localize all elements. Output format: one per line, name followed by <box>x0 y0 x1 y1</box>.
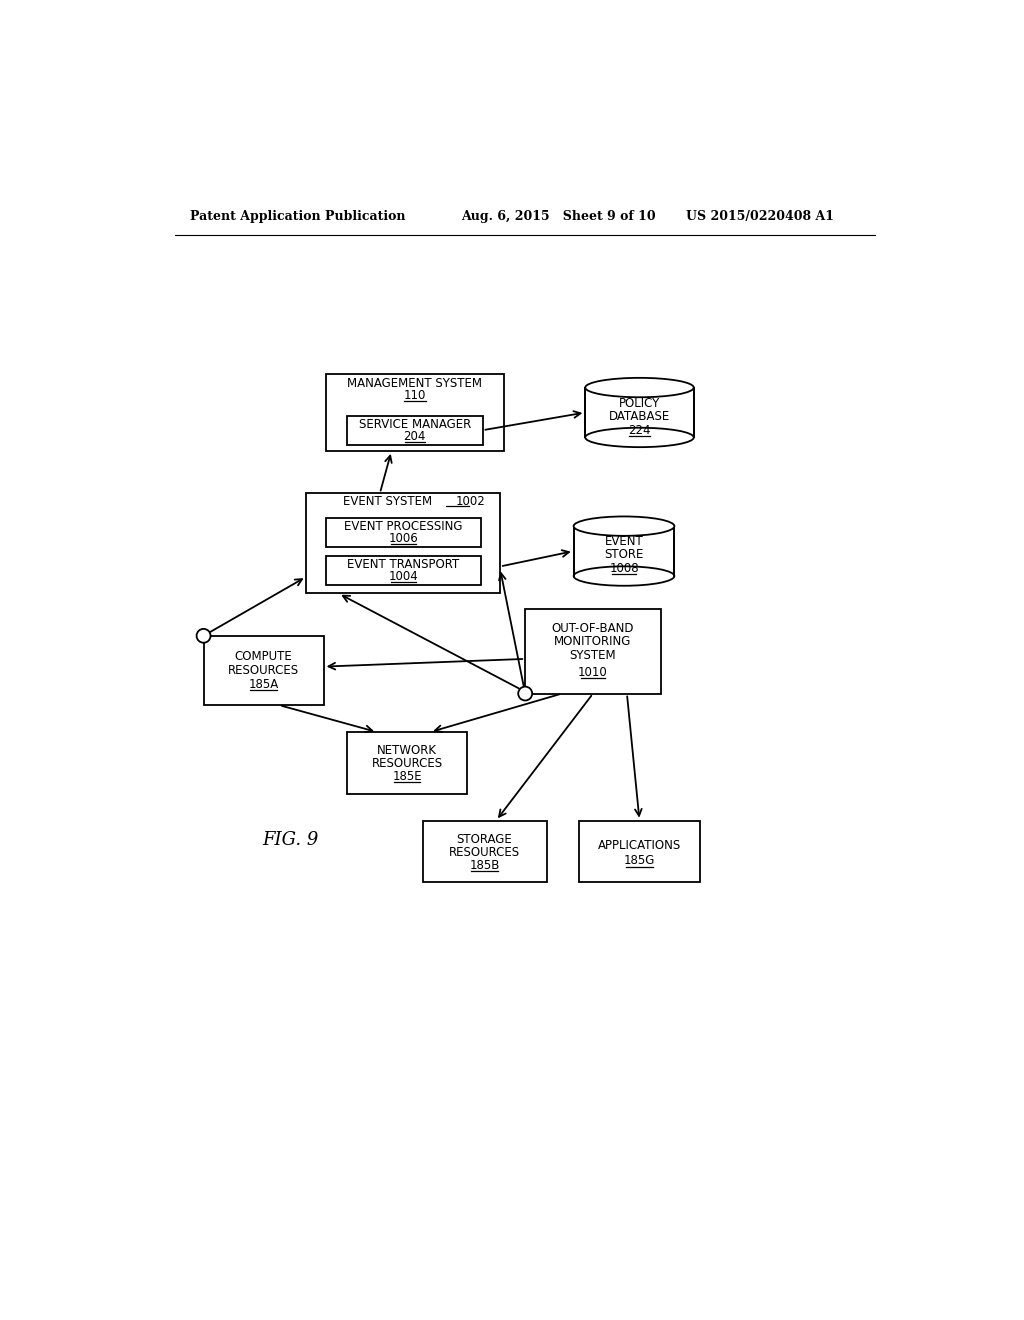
Text: EVENT PROCESSING: EVENT PROCESSING <box>344 520 463 533</box>
Text: APPLICATIONS: APPLICATIONS <box>598 838 681 851</box>
Text: MANAGEMENT SYSTEM: MANAGEMENT SYSTEM <box>347 376 482 389</box>
FancyBboxPatch shape <box>580 821 699 882</box>
Text: 185G: 185G <box>624 854 655 867</box>
FancyBboxPatch shape <box>347 733 467 793</box>
FancyBboxPatch shape <box>586 388 693 437</box>
Text: RESOURCES: RESOURCES <box>372 758 442 770</box>
Circle shape <box>518 686 532 701</box>
FancyBboxPatch shape <box>423 821 547 882</box>
Text: 1010: 1010 <box>579 667 608 680</box>
Ellipse shape <box>573 516 675 536</box>
FancyBboxPatch shape <box>347 416 482 445</box>
FancyBboxPatch shape <box>326 374 504 451</box>
Text: STORE: STORE <box>604 548 644 561</box>
Ellipse shape <box>573 566 675 586</box>
FancyBboxPatch shape <box>306 494 500 594</box>
Text: 204: 204 <box>403 430 426 444</box>
Text: EVENT SYSTEM: EVENT SYSTEM <box>343 495 432 508</box>
Text: SYSTEM: SYSTEM <box>569 649 616 663</box>
Text: OUT-OF-BAND: OUT-OF-BAND <box>552 622 634 635</box>
Text: STORAGE: STORAGE <box>457 833 512 846</box>
Text: EVENT: EVENT <box>604 536 643 548</box>
Text: 185A: 185A <box>249 677 279 690</box>
Ellipse shape <box>586 378 693 397</box>
Text: 1006: 1006 <box>388 532 418 545</box>
Text: 185B: 185B <box>469 859 500 871</box>
Text: SERVICE MANAGER: SERVICE MANAGER <box>358 417 471 430</box>
Text: POLICY: POLICY <box>618 397 660 409</box>
Text: US 2015/0220408 A1: US 2015/0220408 A1 <box>686 210 834 223</box>
Text: EVENT TRANSPORT: EVENT TRANSPORT <box>347 557 459 570</box>
Text: RESOURCES: RESOURCES <box>449 846 520 859</box>
Text: DATABASE: DATABASE <box>609 409 670 422</box>
FancyBboxPatch shape <box>204 636 324 705</box>
Text: Aug. 6, 2015   Sheet 9 of 10: Aug. 6, 2015 Sheet 9 of 10 <box>461 210 656 223</box>
Text: 1004: 1004 <box>388 570 418 583</box>
Text: 1002: 1002 <box>456 495 485 508</box>
FancyBboxPatch shape <box>326 517 480 548</box>
Text: 185E: 185E <box>392 770 422 783</box>
Text: MONITORING: MONITORING <box>554 635 632 648</box>
Text: Patent Application Publication: Patent Application Publication <box>190 210 406 223</box>
Text: NETWORK: NETWORK <box>377 744 437 758</box>
Text: FIG. 9: FIG. 9 <box>262 830 318 849</box>
Text: RESOURCES: RESOURCES <box>228 664 299 677</box>
Text: 1008: 1008 <box>609 562 639 576</box>
Text: 224: 224 <box>629 424 650 437</box>
FancyBboxPatch shape <box>525 609 660 693</box>
FancyBboxPatch shape <box>326 556 480 585</box>
FancyBboxPatch shape <box>573 527 675 576</box>
Circle shape <box>197 628 211 643</box>
Ellipse shape <box>586 428 693 447</box>
Text: 110: 110 <box>403 389 426 403</box>
Text: COMPUTE: COMPUTE <box>234 649 293 663</box>
